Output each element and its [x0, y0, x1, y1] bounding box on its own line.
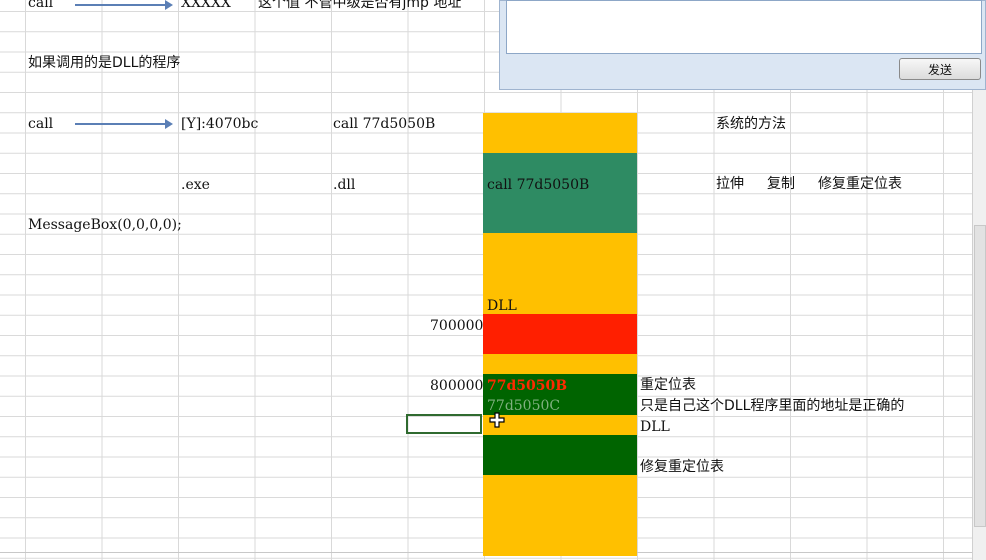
note-system-method[interactable]: 系统的方法	[716, 116, 786, 132]
memory-block-yellow-1	[483, 113, 637, 153]
cell-y-address[interactable]: [Y]:4070bc	[181, 116, 259, 132]
memory-red-address[interactable]: 77d5050B	[487, 378, 568, 394]
memory-block-red	[483, 314, 637, 354]
memory-block-yellow-4	[483, 415, 637, 435]
chat-message-input[interactable]	[506, 0, 982, 54]
annotation-reloc-table[interactable]: 重定位表	[640, 377, 696, 393]
arrow-1	[75, 0, 173, 10]
note-fix-reloc[interactable]: 修复重定位表	[818, 176, 902, 192]
cell-call-2[interactable]: call	[28, 116, 54, 132]
cell-call-77d5050b[interactable]: call 77d5050B	[333, 116, 436, 132]
annotation-dll[interactable]: DLL	[640, 419, 670, 435]
memory-block-yellow-2	[483, 233, 637, 314]
note-stretch[interactable]: 拉伸	[716, 176, 744, 192]
memory-dll-label[interactable]: DLL	[487, 298, 517, 314]
selected-cell[interactable]	[406, 414, 482, 434]
cell-messagebox[interactable]: MessageBox(0,0,0,0);	[28, 217, 182, 233]
address-700000[interactable]: 700000	[430, 318, 484, 334]
cell-dll-note[interactable]: 如果调用的是DLL的程序	[28, 55, 181, 71]
cell-xxxxx[interactable]: XXXXX	[181, 0, 231, 11]
annotation-fix-reloc[interactable]: 修复重定位表	[640, 459, 724, 475]
arrow-2	[75, 119, 173, 129]
send-button[interactable]: 发送	[899, 58, 981, 80]
memory-block-yellow-5	[483, 475, 637, 556]
memory-block-green-1	[483, 374, 637, 415]
memory-block-yellow-3	[483, 354, 637, 374]
vertical-scrollbar-thumb[interactable]	[974, 225, 986, 527]
cell-call-1[interactable]: call	[28, 0, 54, 11]
memory-block-green-2	[483, 435, 637, 475]
address-800000[interactable]: 800000	[430, 378, 484, 394]
memory-address-77d5050c[interactable]: 77d5050C	[487, 398, 561, 414]
cell-exe[interactable]: .exe	[181, 177, 210, 193]
cell-jmp-note[interactable]: 这个值 不管中级是否有jmp 地址	[258, 0, 462, 11]
memory-block-teal	[483, 153, 637, 233]
annotation-only-correct[interactable]: 只是自己这个DLL程序里面的地址是正确的	[640, 398, 905, 414]
crosshair-cursor-icon	[489, 412, 505, 428]
note-copy[interactable]: 复制	[767, 176, 795, 192]
cell-dll-ext[interactable]: .dll	[333, 177, 356, 193]
memory-call-label[interactable]: call 77d5050B	[487, 177, 590, 193]
